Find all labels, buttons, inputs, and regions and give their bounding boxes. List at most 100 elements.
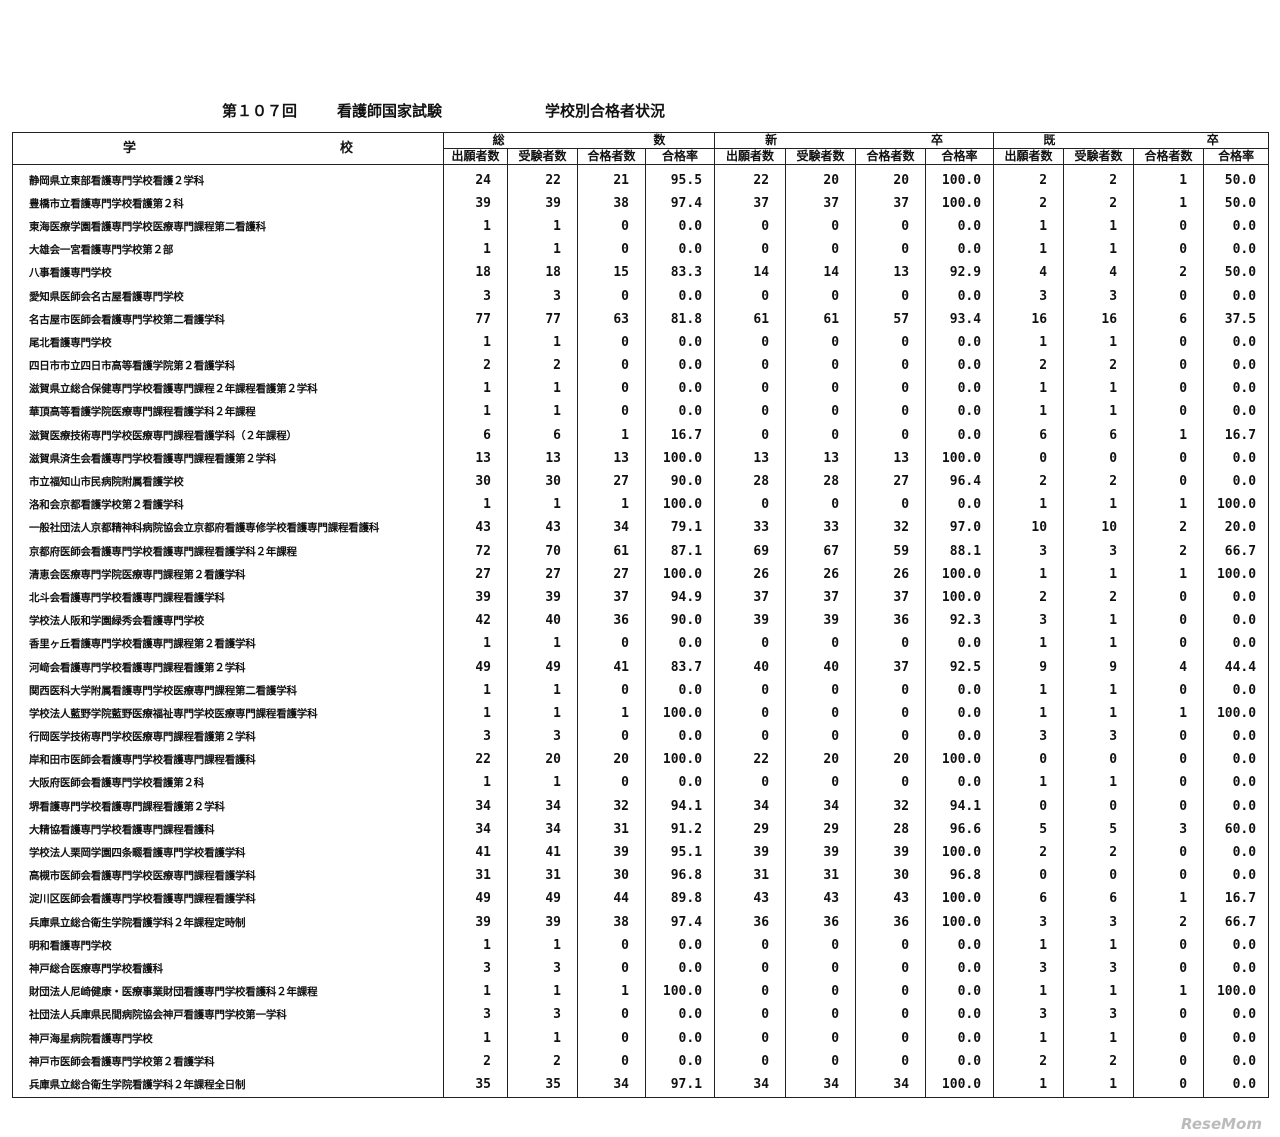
pass-rate-cell: 0.0: [925, 957, 995, 981]
applicants-cell: 13: [714, 447, 787, 471]
applicants-cell: 2: [993, 354, 1065, 378]
examinees-cell: 2: [1063, 586, 1135, 610]
applicants-cell: 6: [993, 887, 1065, 911]
examinees-cell: 3: [1063, 540, 1135, 564]
examinees-cell: 1: [1063, 331, 1135, 355]
examinees-cell: 1: [507, 632, 578, 656]
examinees-cell: 1: [1063, 679, 1135, 703]
passers-cell: 61: [577, 540, 646, 564]
passers-cell: 13: [855, 261, 927, 285]
school-name: 四日市市立四日市高等看護学院第２看護学科: [12, 354, 444, 378]
passers-cell: 27: [577, 563, 646, 587]
pass-rate-cell: 0.0: [1203, 586, 1270, 610]
examinees-cell: 28: [785, 470, 857, 494]
passers-cell: 36: [855, 911, 927, 935]
applicants-cell: 77: [443, 308, 508, 332]
table-row: 清恵会医療専門学院医療専門課程第２看護学科 27 27 27 100.0 26 26 26 10…: [12, 563, 1270, 587]
pass-rate-cell: 100.0: [644, 563, 716, 587]
applicants-cell: 3: [443, 1003, 508, 1027]
passers-cell: 0: [1133, 841, 1205, 865]
table-row: 東海医療学園看護専門学校医療専門課程第二看護科 1 1 0 0.0 0 0 0 0.0 1 1 0 0.…: [12, 215, 1270, 239]
applicants-cell: 0: [714, 980, 787, 1004]
examinees-cell: 22: [507, 164, 578, 193]
pass-rate-cell: 0.0: [644, 771, 716, 796]
group-header-right: 卒: [931, 133, 944, 148]
pass-rate-cell: 97.4: [644, 911, 716, 935]
passers-cell: 0: [1133, 400, 1205, 425]
school-name: 大雄会一宮看護専門学校第２部: [12, 238, 444, 262]
passers-cell: 34: [855, 1073, 927, 1098]
applicants-cell: 1: [443, 493, 508, 517]
examinees-cell: 2: [1063, 1050, 1135, 1074]
examinees-cell: 0: [785, 284, 857, 309]
applicants-cell: 1: [993, 679, 1065, 703]
applicants-cell: 0: [714, 424, 787, 448]
passers-cell: 0: [577, 771, 646, 796]
applicants-cell: 1: [993, 377, 1065, 401]
passers-cell: 0: [855, 725, 927, 749]
applicants-cell: 27: [443, 563, 508, 587]
passers-cell: 0: [1133, 1003, 1205, 1027]
passers-cell: 0: [577, 934, 646, 958]
applicants-cell: 1: [443, 679, 508, 703]
passers-cell: 0: [1133, 284, 1205, 309]
applicants-cell: 1: [993, 493, 1065, 517]
passers-cell: 0: [855, 702, 927, 726]
school-name: 愛知県医師会名古屋看護専門学校: [12, 284, 444, 309]
pass-rate-cell: 50.0: [1203, 164, 1270, 193]
applicants-cell: 49: [443, 887, 508, 911]
pass-rate-cell: 0.0: [644, 1003, 716, 1027]
passers-cell: 0: [855, 771, 927, 796]
column-header: 合格者数: [577, 148, 646, 165]
passers-cell: 0: [855, 284, 927, 309]
passers-cell: 0: [1133, 934, 1205, 958]
examinees-cell: 0: [785, 238, 857, 262]
pass-rate-cell: 20.0: [1203, 516, 1270, 540]
applicants-cell: 1: [443, 771, 508, 796]
passers-cell: 1: [1133, 493, 1205, 517]
pass-rate-cell: 100.0: [644, 748, 716, 772]
pass-rate-cell: 92.9: [925, 261, 995, 285]
school-name: 滋賀医療技術専門学校医療専門課程看護学科（２年課程）: [12, 424, 444, 448]
passers-cell: 36: [577, 609, 646, 633]
examinees-cell: 0: [785, 980, 857, 1004]
watermark-logo: ReseMom: [1181, 1115, 1262, 1133]
pass-rate-cell: 0.0: [644, 1026, 716, 1051]
examinees-cell: 9: [1063, 655, 1135, 680]
school-name: 滋賀県立総合保健専門学校看護専門課程２年課程看護第２学科: [12, 377, 444, 401]
examinees-cell: 1: [507, 771, 578, 796]
school-name: 行岡医学技術専門学校医療専門課程看護第２学科: [12, 725, 444, 749]
column-header: 合格率: [644, 148, 716, 165]
examinees-cell: 6: [1063, 424, 1135, 448]
applicants-cell: 2: [443, 354, 508, 378]
school-name: 北斗会看護専門学校看護専門課程看護学科: [12, 586, 444, 610]
passers-cell: 27: [577, 470, 646, 494]
examinees-cell: 3: [507, 1003, 578, 1027]
pass-rate-cell: 0.0: [925, 980, 995, 1004]
passers-cell: 0: [577, 331, 646, 355]
pass-rate-cell: 66.7: [1203, 911, 1270, 935]
applicants-cell: 1: [443, 400, 508, 425]
school-name: 淀川区医師会看護専門学校看護専門課程看護学科: [12, 887, 444, 911]
school-name: 名古屋市医師会看護専門学校第二看護学科: [12, 308, 444, 332]
pass-rate-cell: 0.0: [644, 215, 716, 239]
applicants-cell: 49: [443, 655, 508, 680]
examinees-cell: 3: [507, 957, 578, 981]
examinees-cell: 6: [1063, 887, 1135, 911]
applicants-cell: 0: [993, 447, 1065, 471]
pass-rate-cell: 0.0: [644, 331, 716, 355]
applicants-cell: 41: [443, 841, 508, 865]
group-header-past-graduates: 既卒: [993, 132, 1270, 149]
school-name: 市立福知山市民病院附属看護学校: [12, 470, 444, 494]
passers-cell: 1: [1133, 563, 1205, 587]
applicants-cell: 10: [993, 516, 1065, 540]
examinees-cell: 1: [1063, 238, 1135, 262]
applicants-cell: 39: [443, 192, 508, 216]
examinees-cell: 2: [1063, 841, 1135, 865]
table-row: 学校法人藍野学院藍野医療福祉専門学校医療専門課程看護学科 1 1 1 100.0 0 0 0 0…: [12, 702, 1270, 726]
passers-cell: 0: [855, 400, 927, 425]
table-row: 岸和田市医師会看護専門学校看護専門課程看護科 22 20 20 100.0 22 20 20 1…: [12, 748, 1270, 772]
examinees-cell: 1: [507, 400, 578, 425]
pass-rate-cell: 100.0: [925, 748, 995, 772]
table-row: 洛和会京都看護学校第２看護学科 1 1 1 100.0 0 0 0 0.0 1 1 1 100.0: [12, 493, 1270, 517]
